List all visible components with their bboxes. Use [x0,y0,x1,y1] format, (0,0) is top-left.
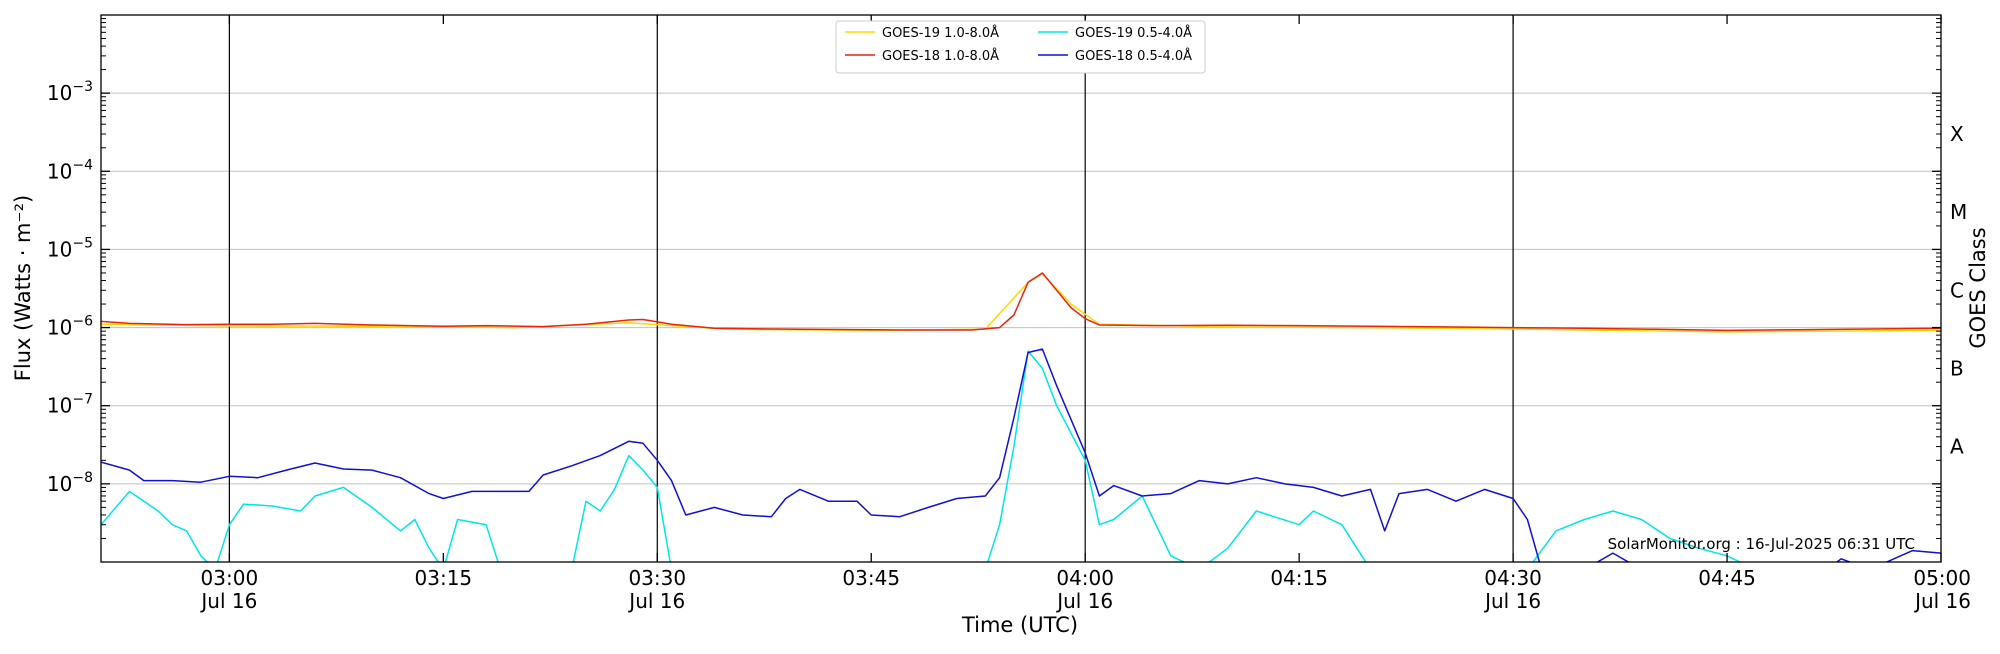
legend-entry: GOES-19 0.5-4.0Å [1075,25,1192,41]
x-tick-label: 04:00 [1056,566,1114,590]
x-axis-label: Time (UTC) [961,613,1078,637]
series-line [101,272,1941,333]
series-line [101,348,1941,562]
goes-class-label: C [1950,278,1964,302]
y-tick-label: 10−6 [47,314,93,340]
y-tick-label: 10−8 [47,470,93,496]
x-tick-label: 04:45 [1698,566,1756,590]
goes-class-label: X [1950,122,1964,146]
y-tick-label: 10−4 [47,157,93,183]
series-line [101,272,1941,332]
legend-entry: GOES-18 0.5-4.0Å [1075,48,1192,64]
legend: GOES-19 1.0-8.0Å GOES-18 1.0-8.0Å GOES-19 … [835,20,1206,74]
watermark: SolarMonitor.org : 16-Jul-2025 06:31 UTC [1608,535,1915,553]
series-line [101,350,1742,562]
legend-entry: GOES-19 1.0-8.0Å [882,25,999,41]
goes-class-label: M [1950,200,1967,224]
y-axis-ticks: 10−8 10−7 10−6 10−5 10−4 10−3 [47,18,1941,539]
goes-class-labels: A B C M X [1950,122,1967,459]
plot-frame [100,14,1942,563]
y-tick-label: 10−3 [47,79,93,105]
legend-entry: GOES-18 1.0-8.0Å [882,48,999,64]
grid-layer [101,92,1941,485]
vertical-time-lines [228,15,1514,562]
legend-box [835,20,1206,74]
x-tick-label: 03:45 [842,566,900,590]
x-tick-label: 03:00 [201,566,259,590]
y-tick-label: 10−7 [47,392,93,418]
goes-class-label: A [1950,435,1964,459]
y-tick-label: 10−5 [47,235,93,261]
x-tick-date: Jul 16 [1913,589,1971,613]
goes-class-label: B [1950,356,1964,380]
x-tick-label: 04:30 [1484,566,1542,590]
x-tick-date: Jul 16 [627,589,685,613]
y-axis-label: Flux (Watts · m⁻²) [11,195,35,381]
right-axis-label: GOES Class [1966,227,1990,348]
x-tick-date: Jul 16 [199,589,257,613]
x-tick-date: Jul 16 [1055,589,1113,613]
x-tick-label: 05:00 [1913,566,1971,590]
x-tick-label: 04:15 [1270,566,1328,590]
x-tick-label: 03:30 [628,566,686,590]
x-tick-label: 03:15 [415,566,473,590]
series-layer [101,272,1941,562]
x-tick-date: Jul 16 [1483,589,1541,613]
